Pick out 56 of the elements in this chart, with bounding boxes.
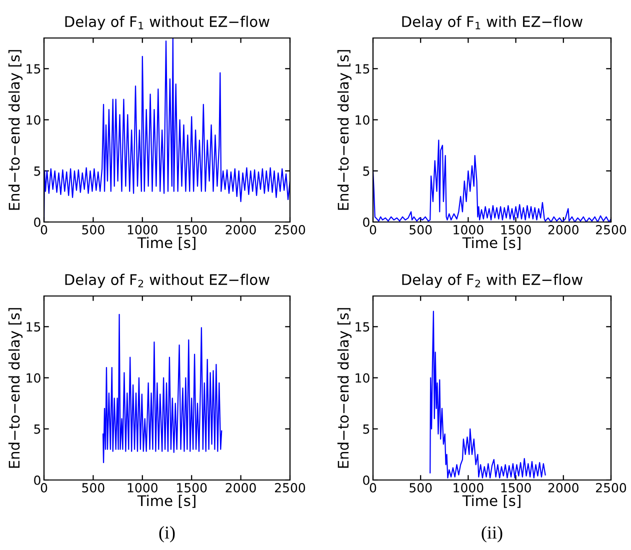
- y-tick-label: 0: [34, 475, 40, 485]
- y-tick-label: 15: [26, 64, 40, 74]
- y-tick-label: 0: [34, 217, 40, 227]
- x-tick-label: 1500: [501, 225, 531, 234]
- y-tick-label: 5: [363, 424, 370, 434]
- chart-title: Delay of F$_{1}$ without EZ−flow: [65, 16, 270, 30]
- x-tick-label: 2500: [596, 225, 626, 234]
- x-tick-label: 2000: [548, 225, 578, 234]
- x-axis-title: Time [s]: [137, 494, 196, 508]
- x-tick-label: 0: [370, 483, 376, 492]
- x-tick-label: 2500: [275, 225, 306, 234]
- chart-title: Delay of F$_{1}$ with EZ−flow: [402, 16, 582, 30]
- x-tick-label: 2000: [226, 483, 256, 492]
- y-tick-label: 10: [356, 115, 370, 125]
- x-tick-label: 500: [82, 225, 104, 234]
- x-tick-label: 1000: [128, 483, 158, 492]
- y-tick-label: 15: [26, 322, 40, 332]
- y-tick-label: 10: [26, 373, 40, 383]
- x-tick-label: 1000: [454, 225, 484, 234]
- x-tick-label: 2000: [226, 225, 256, 234]
- y-axis-title: End−to−end delay [s]: [337, 50, 352, 210]
- y-tick-label: 0: [363, 475, 370, 485]
- y-tick-label: 5: [34, 424, 40, 434]
- x-tick-label: 2500: [596, 483, 626, 492]
- line-series: [102, 314, 222, 464]
- chart-title: Delay of F$_{2}$ with EZ−flow: [402, 274, 582, 288]
- x-tick-label: 1500: [177, 483, 207, 492]
- x-axis-title: Time [s]: [137, 236, 196, 250]
- text: (ii): [482, 526, 502, 542]
- x-tick-label: 1500: [177, 225, 207, 234]
- x-tick-label: 500: [410, 225, 432, 234]
- y-tick-label: 0: [363, 217, 370, 227]
- y-axis-title: End−to−end delay [s]: [337, 308, 352, 468]
- x-tick-label: 2500: [275, 483, 306, 492]
- x-tick-label: 0: [40, 225, 48, 234]
- x-tick-label: 500: [410, 483, 432, 492]
- y-tick-label: 10: [356, 373, 370, 383]
- text: (i): [159, 526, 175, 542]
- line-series: [430, 310, 546, 479]
- x-tick-label: 1000: [128, 225, 158, 234]
- y-tick-label: 15: [356, 322, 370, 332]
- x-tick-label: 0: [370, 225, 376, 234]
- y-tick-label: 5: [34, 166, 40, 176]
- x-axis-title: Time [s]: [462, 494, 520, 508]
- x-tick-label: 2000: [548, 483, 578, 492]
- x-axis-title: Time [s]: [462, 236, 520, 250]
- chart-title: Delay of F$_{2}$ without EZ−flow: [65, 274, 270, 288]
- y-axis-title: End−to−end delay [s]: [8, 308, 23, 468]
- y-tick-label: 10: [26, 115, 40, 125]
- x-tick-label: 0: [40, 483, 48, 492]
- x-tick-label: 1500: [501, 483, 531, 492]
- y-axis-title: End−to−end delay [s]: [8, 50, 23, 210]
- x-tick-label: 1000: [454, 483, 484, 492]
- y-tick-label: 15: [356, 64, 370, 74]
- y-tick-label: 5: [363, 166, 370, 176]
- x-tick-label: 500: [82, 483, 104, 492]
